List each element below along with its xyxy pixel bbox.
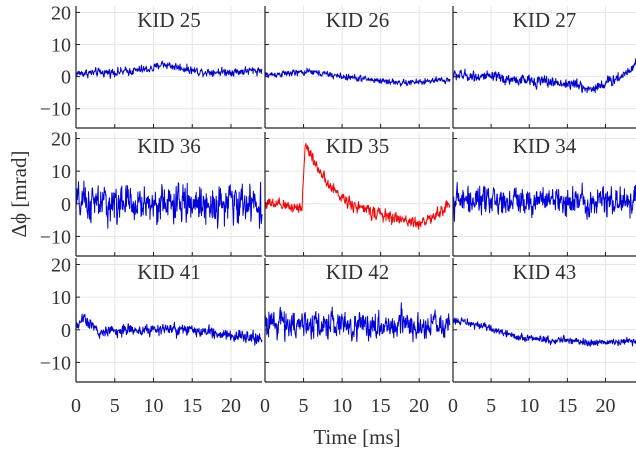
panel-kid-26: KID 26: [264, 6, 451, 129]
series-line: [75, 313, 263, 346]
y-tick-label: 20: [51, 255, 71, 277]
x-tick-label: 0: [71, 395, 81, 417]
panel-title: KID 25: [137, 8, 201, 32]
y-tick-label: 10: [51, 35, 71, 57]
x-tick-label: 10: [332, 395, 352, 417]
x-tick-label: 5: [486, 395, 496, 417]
y-tick-label: −10: [40, 99, 71, 121]
x-tick-label: 15: [557, 395, 577, 417]
panel-title: KID 41: [137, 260, 201, 284]
y-tick-label: 0: [61, 194, 71, 216]
series-line: [264, 302, 451, 343]
panel-title: KID 43: [513, 260, 577, 284]
panel-kid-43: KID 43: [452, 258, 636, 383]
x-tick-label: 0: [448, 395, 458, 417]
panel-kid-36: KID 36: [75, 132, 263, 257]
y-tick-label: 0: [61, 67, 71, 89]
x-tick-label: 0: [260, 395, 270, 417]
x-tick-label: 10: [144, 395, 164, 417]
panel-kid-34: KID 34: [452, 132, 636, 257]
panel-title: KID 26: [326, 8, 390, 32]
series-line: [452, 58, 636, 94]
x-tick-label: 20: [409, 395, 429, 417]
panel-title: KID 36: [137, 134, 201, 158]
x-axis-title: Time [ms]: [313, 425, 400, 449]
x-tick-label: 20: [596, 395, 616, 417]
panels-group: KID 25 KID 26 KID 27 KID 36 KID 35 KID 34 KID …: [75, 6, 636, 383]
panel-kid-35: KID 35: [264, 132, 451, 257]
panel-kid-42: KID 42: [264, 258, 451, 383]
x-tick-label: 10: [519, 395, 539, 417]
panel-title: KID 35: [326, 134, 390, 158]
series-line: [75, 180, 263, 229]
panel-title: KID 42: [326, 260, 390, 284]
panel-title: KID 27: [513, 8, 577, 32]
y-tick-label: 10: [51, 161, 71, 183]
x-tick-label: 15: [371, 395, 391, 417]
y-axis-title: Δϕ [mrad]: [7, 151, 31, 238]
panel-kid-25: KID 25: [75, 6, 263, 129]
x-tick-label: 15: [182, 395, 202, 417]
y-tick-label: −10: [40, 226, 71, 248]
y-tick-label: 20: [51, 129, 71, 151]
y-tick-label: 10: [51, 287, 71, 309]
x-tick-label: 5: [110, 395, 120, 417]
series-line: [452, 317, 636, 347]
x-tick-label: 5: [299, 395, 309, 417]
x-tick-label: 20: [221, 395, 241, 417]
series-line: [75, 60, 263, 79]
y-tick-label: 20: [51, 2, 71, 24]
panel-kid-27: KID 27: [452, 6, 636, 129]
y-tick-label: 0: [61, 320, 71, 342]
series-line: [264, 143, 451, 230]
series-line: [452, 182, 636, 222]
series-line: [264, 67, 451, 87]
panel-kid-41: KID 41: [75, 258, 263, 383]
y-tick-label: −10: [40, 352, 71, 374]
panel-title: KID 34: [513, 134, 577, 158]
